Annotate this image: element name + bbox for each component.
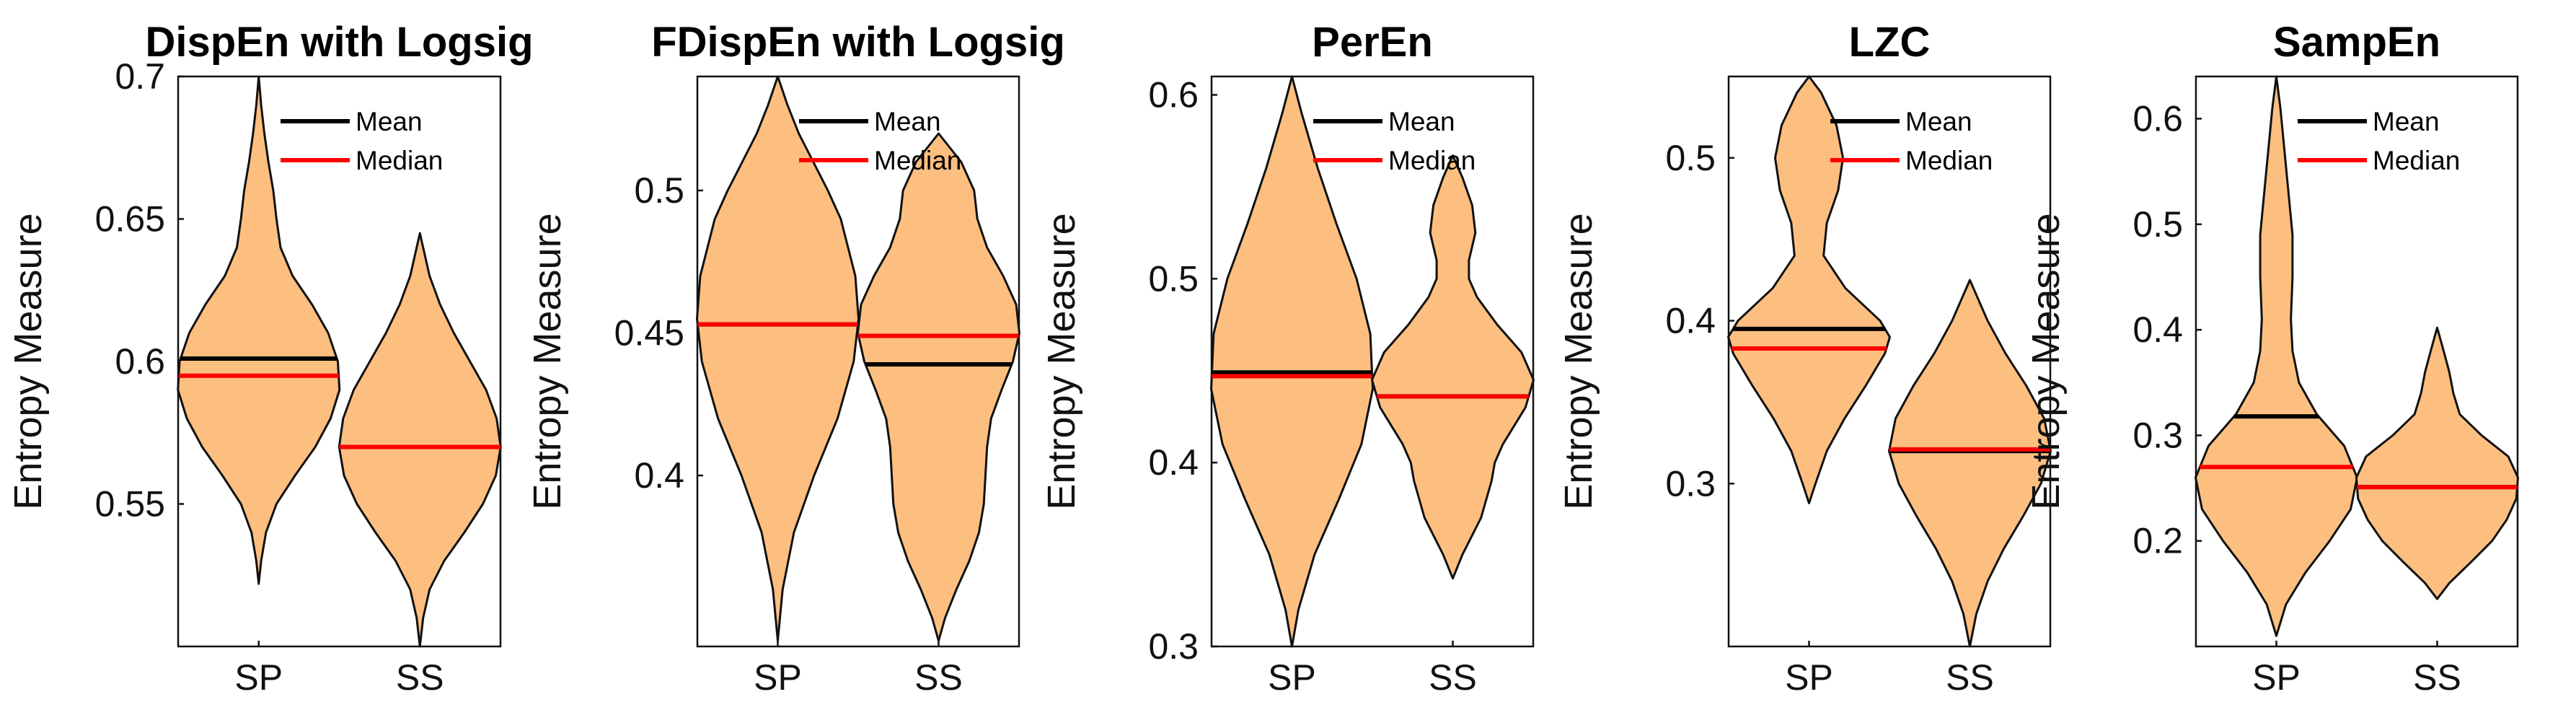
legend-mean-label: Mean — [874, 107, 941, 136]
chart-panel-5: SampEn 0.2 0.3 0.4 0.5 0.6 Entropy Measure SP SS… — [2024, 19, 2519, 698]
y-tick-label: 0.3 — [2132, 415, 2183, 455]
y-axis-label: Entropy Measure — [6, 213, 50, 509]
chart-title: FDispEn with Logsig — [651, 19, 1065, 66]
legend: Mean Median — [1313, 107, 1476, 175]
y-tick-label: 0.5 — [2132, 204, 2183, 245]
y-tick-label: 0.5 — [1148, 258, 1199, 299]
y-tick-label: 0.2 — [2132, 521, 2183, 561]
plot-frame — [1727, 75, 2052, 648]
x-tick-label-ss: SS — [914, 657, 963, 698]
chart-title: DispEn with Logsig — [145, 19, 533, 66]
y-axis-label: Entropy Measure — [526, 213, 569, 509]
legend-mean-label: Mean — [356, 107, 423, 136]
violin-ss — [1888, 278, 2052, 648]
x-tick-label-ss: SS — [1429, 657, 1477, 698]
legend-mean-label: Mean — [2373, 107, 2440, 136]
legend-median-label: Median — [356, 146, 443, 175]
y-tick-label: 0.45 — [614, 313, 684, 354]
chart-title: PerEn — [1312, 19, 1433, 66]
chart-panel-3: PerEn 0.3 0.4 0.5 0.6 Entropy Measure SP SS Mean… — [1040, 19, 1535, 698]
plot-frame — [2195, 75, 2519, 648]
violin-ss — [338, 232, 502, 648]
legend-median-label: Median — [2373, 146, 2460, 175]
x-tick-label-ss: SS — [396, 657, 444, 698]
y-tick-label: 0.65 — [95, 199, 165, 240]
chart-panel-4: LZC 0.3 0.4 0.5 Entropy Measure SP SS Mean Media… — [1557, 19, 2052, 698]
y-axis-label: Entropy Measure — [1040, 213, 1083, 509]
y-tick-label: 0.3 — [1665, 463, 1716, 504]
y-tick-label: 0.7 — [115, 56, 165, 97]
violin-ss — [1371, 154, 1535, 580]
legend: Mean Median — [799, 107, 961, 175]
legend: Mean Median — [1830, 107, 1993, 175]
legend-median-label: Median — [874, 146, 961, 175]
violin-sp — [177, 75, 341, 585]
legend-median-label: Median — [1905, 146, 1993, 175]
x-tick-label-sp: SP — [1785, 657, 1833, 698]
legend-mean-label: Mean — [1388, 107, 1455, 136]
chart-title: SampEn — [2273, 19, 2440, 66]
x-tick-label-ss: SS — [2413, 657, 2461, 698]
plot-frame — [696, 75, 1020, 648]
violin-sp — [1727, 75, 1891, 504]
violin-sp — [1210, 75, 1374, 648]
y-tick-label: 0.4 — [1665, 301, 1716, 341]
y-tick-label: 0.6 — [115, 341, 165, 382]
x-tick-label-sp: SP — [234, 657, 283, 698]
y-tick-label: 0.4 — [634, 455, 684, 496]
legend-mean-label: Mean — [1905, 107, 1972, 136]
violin-ss — [857, 132, 1020, 642]
violin-sp — [696, 75, 860, 642]
legend-median-label: Median — [1388, 146, 1476, 175]
x-tick-label-ss: SS — [1946, 657, 1994, 698]
y-tick-label: 0.3 — [1148, 626, 1199, 667]
x-tick-label-sp: SP — [754, 657, 802, 698]
y-tick-label: 0.5 — [1665, 138, 1716, 178]
x-tick-label-sp: SP — [1268, 657, 1316, 698]
y-axis-label: Entropy Measure — [2024, 213, 2068, 509]
x-tick-label-sp: SP — [2252, 657, 2301, 698]
y-tick-label: 0.55 — [95, 484, 165, 525]
chart-title: LZC — [1849, 19, 1931, 66]
chart-panel-1: DispEn with Logsig 0.55 0.6 0.65 0.7 Entropy … — [6, 19, 534, 698]
y-tick-label: 0.5 — [634, 170, 684, 211]
y-axis-label: Entropy Measure — [1557, 213, 1600, 509]
y-tick-label: 0.4 — [2132, 310, 2183, 350]
violin-ss — [2355, 326, 2519, 600]
legend: Mean Median — [2298, 107, 2460, 175]
chart-panel-2: FDispEn with Logsig 0.4 0.45 0.5 Entropy Mea… — [526, 19, 1065, 698]
y-tick-label: 0.6 — [2132, 99, 2183, 139]
y-tick-label: 0.6 — [1148, 74, 1199, 115]
legend: Mean Median — [281, 107, 443, 175]
y-tick-label: 0.4 — [1148, 442, 1199, 483]
